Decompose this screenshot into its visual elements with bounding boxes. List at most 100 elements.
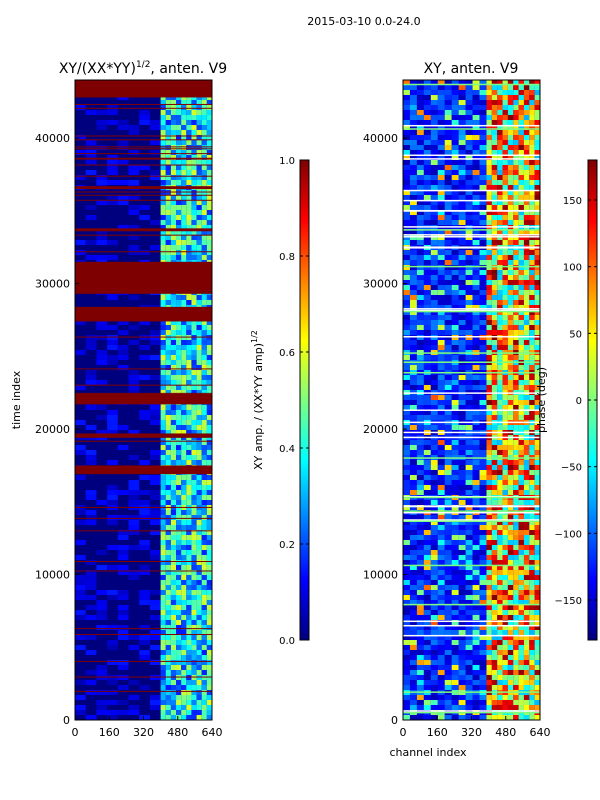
- heatmap-cell: [165, 715, 171, 720]
- heatmap-cell: [181, 525, 187, 530]
- heatmap-cell: [117, 635, 129, 640]
- heatmap-cell: [472, 705, 480, 710]
- heatmap-cell: [444, 380, 452, 385]
- ytick-label: 10000: [35, 569, 70, 582]
- heatmap-cell: [403, 250, 410, 255]
- heatmap-cell: [409, 150, 417, 155]
- heatmap-cell: [451, 290, 459, 295]
- heatmap-cell: [165, 530, 171, 535]
- heatmap-cell: [507, 85, 514, 90]
- heatmap-cell: [165, 545, 171, 550]
- heatmap-cell: [403, 625, 410, 630]
- heatmap-cell: [423, 330, 431, 335]
- heatmap-cell: [534, 560, 540, 565]
- heatmap-cell: [479, 505, 487, 510]
- heatmap-cell: [444, 110, 452, 115]
- heatmap-cell: [486, 415, 492, 420]
- heatmap-cell: [529, 640, 535, 645]
- heatmap-cell: [437, 155, 445, 160]
- heatmap-cell: [165, 565, 171, 570]
- heatmap-cell: [518, 410, 524, 415]
- heatmap-cell: [507, 575, 514, 580]
- heatmap-cell: [191, 385, 197, 390]
- heatmap-cell: [176, 615, 182, 620]
- heatmap-cell: [534, 480, 540, 485]
- heatmap-cell: [165, 380, 171, 385]
- heatmap-cell: [491, 620, 498, 625]
- heatmap-cell: [186, 590, 192, 595]
- heatmap-cell: [451, 345, 459, 350]
- heatmap-cell: [529, 525, 535, 530]
- heatmap-cell: [170, 240, 177, 245]
- heatmap-cell: [403, 515, 410, 520]
- heatmap-cell: [128, 385, 140, 390]
- saturated-line: [75, 191, 212, 193]
- heatmap-cell: [201, 480, 207, 485]
- xtick-label: 320: [461, 726, 482, 739]
- heatmap-cell: [416, 150, 424, 155]
- heatmap-cell: [176, 550, 182, 555]
- heatmap-cell: [430, 615, 438, 620]
- saturated-line: [75, 84, 212, 86]
- heatmap-cell: [186, 160, 192, 165]
- heatmap-cell: [534, 665, 540, 670]
- heatmap-cell: [430, 640, 438, 645]
- heatmap-cell: [502, 295, 508, 300]
- heatmap-cell: [479, 540, 487, 545]
- heatmap-cell: [206, 485, 212, 490]
- heatmap-cell: [181, 100, 187, 105]
- heatmap-cell: [444, 135, 452, 140]
- heatmap-cell: [201, 705, 207, 710]
- heatmap-cell: [160, 405, 166, 410]
- heatmap-cell: [458, 250, 466, 255]
- heatmap-cell: [160, 685, 166, 690]
- heatmap-cell: [96, 500, 108, 505]
- heatmap-cell: [486, 520, 492, 525]
- heatmap-cell: [170, 330, 177, 335]
- heatmap-cell: [206, 340, 212, 345]
- heatmap-cell: [491, 440, 498, 445]
- heatmap-cell: [479, 545, 487, 550]
- heatmap-cell: [479, 660, 487, 665]
- heatmap-cell: [181, 250, 187, 255]
- heatmap-cell: [206, 650, 212, 655]
- heatmap-cell: [181, 235, 187, 240]
- heatmap-cell: [403, 240, 410, 245]
- heatmap-cell: [529, 240, 535, 245]
- heatmap-cell: [196, 150, 202, 155]
- heatmap-cell: [176, 555, 182, 560]
- heatmap-cell: [191, 500, 197, 505]
- heatmap-cell: [423, 135, 431, 140]
- heatmap-cell: [201, 405, 207, 410]
- heatmap-cell: [497, 695, 503, 700]
- heatmap-cell: [437, 330, 445, 335]
- heatmap-cell: [491, 275, 498, 280]
- heatmap-cell: [409, 280, 417, 285]
- heatmap-cell: [196, 705, 202, 710]
- heatmap-cell: [513, 120, 519, 125]
- heatmap-cell: [430, 425, 438, 430]
- heatmap-cell: [502, 275, 508, 280]
- heatmap-cell: [165, 170, 171, 175]
- heatmap-cell: [458, 570, 466, 575]
- heatmap-cell: [96, 120, 108, 125]
- heatmap-cell: [170, 345, 177, 350]
- heatmap-cell: [186, 420, 192, 425]
- heatmap-cell: [444, 425, 452, 430]
- heatmap-cell: [423, 515, 431, 520]
- heatmap-cell: [507, 230, 514, 235]
- heatmap-cell: [486, 240, 492, 245]
- heatmap-cell: [486, 485, 492, 490]
- heatmap-cell: [444, 240, 452, 245]
- heatmap-cell: [191, 455, 197, 460]
- heatmap-cell: [529, 195, 535, 200]
- heatmap-cell: [444, 530, 452, 535]
- heatmap-cell: [465, 675, 473, 680]
- heatmap-cell: [497, 250, 503, 255]
- heatmap-cell: [170, 495, 177, 500]
- heatmap-cell: [437, 90, 445, 95]
- heatmap-cell: [534, 115, 540, 120]
- heatmap-cell: [444, 645, 452, 650]
- heatmap-cell: [451, 715, 459, 720]
- heatmap-cell: [486, 205, 492, 210]
